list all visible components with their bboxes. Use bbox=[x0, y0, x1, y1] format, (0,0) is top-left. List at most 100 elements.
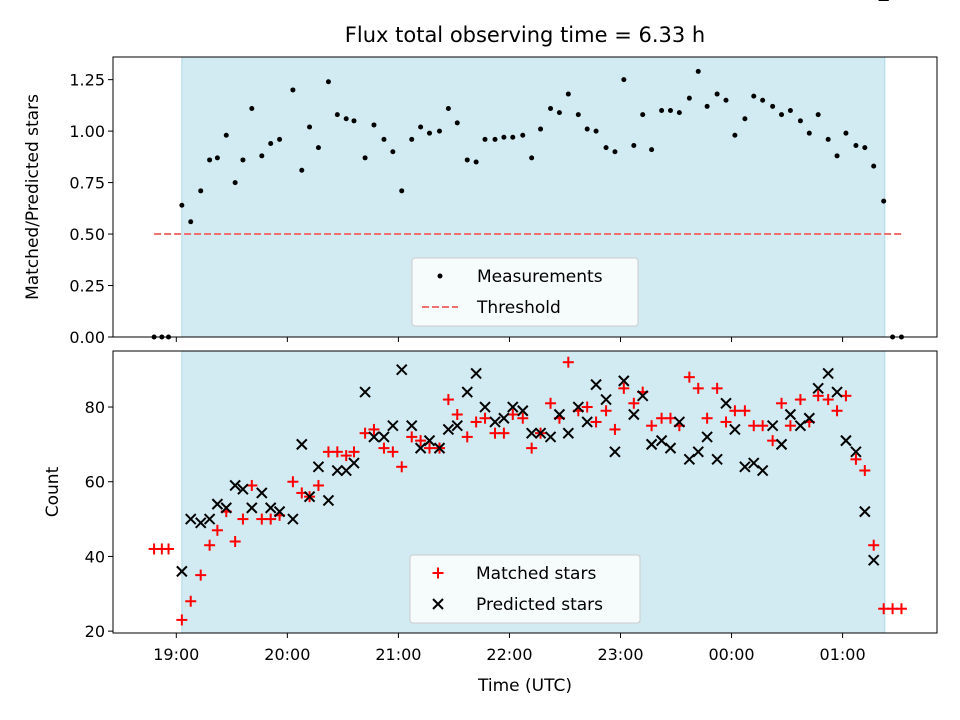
predicted-star-point bbox=[664, 442, 677, 454]
predicted-star-point bbox=[720, 397, 732, 409]
x-axis-label: Time (UTC) bbox=[477, 676, 572, 696]
measurement-point bbox=[277, 136, 283, 142]
matched-star-point bbox=[526, 442, 538, 454]
predicted-star-point bbox=[470, 367, 482, 380]
predicted-star-point bbox=[784, 408, 797, 421]
measurement-point bbox=[482, 136, 488, 142]
measurement-point bbox=[351, 118, 357, 124]
measurement-point bbox=[631, 143, 637, 149]
x-tick-label: 19:00 bbox=[153, 645, 199, 664]
measurement-point bbox=[779, 112, 785, 118]
matched-star-point bbox=[562, 356, 574, 368]
measurement-point bbox=[770, 103, 776, 109]
matched-star-point bbox=[378, 442, 390, 454]
y-tick-label: 20 bbox=[85, 622, 105, 641]
predicted-star-point bbox=[581, 416, 593, 428]
x-tick-label: 23:00 bbox=[597, 645, 643, 664]
predicted-star-point bbox=[378, 431, 390, 443]
measurement-point bbox=[538, 126, 544, 132]
matched-star-point bbox=[545, 397, 557, 409]
measurement-point bbox=[464, 157, 470, 163]
measurement-point bbox=[556, 110, 562, 116]
measurements-series bbox=[151, 68, 904, 340]
measurement-point bbox=[501, 134, 507, 140]
measurement-point bbox=[510, 134, 516, 140]
y-tick-label: 1.25 bbox=[69, 71, 105, 90]
matched-star-point bbox=[348, 446, 360, 458]
measurement-point bbox=[334, 112, 340, 118]
matched-star-point bbox=[415, 435, 427, 447]
predicted-star-point bbox=[766, 419, 779, 432]
matched-star-point bbox=[840, 390, 852, 402]
measurement-point bbox=[473, 159, 479, 165]
measurement-point bbox=[249, 105, 255, 111]
matched-star-point bbox=[720, 416, 732, 428]
predicted-star-point bbox=[590, 378, 602, 391]
measurement-point bbox=[259, 153, 265, 159]
measurement-point bbox=[881, 198, 887, 204]
measurement-point bbox=[751, 93, 757, 99]
predicted-star-point bbox=[387, 419, 399, 432]
legend-cross-glyph bbox=[432, 598, 444, 610]
predicted-star-point bbox=[359, 386, 371, 398]
ratio-panel: 0.00 0.25 0.50 0.75 1.00 1.25 Flux total obse… bbox=[23, 23, 938, 347]
y-tick-label: 0.75 bbox=[69, 174, 105, 193]
measurement-point bbox=[686, 95, 692, 101]
count-y-axis: 20 40 60 80 bbox=[85, 398, 113, 641]
predicted-star-point bbox=[273, 505, 286, 518]
predicted-star-point bbox=[368, 431, 380, 443]
matched-star-point bbox=[868, 539, 880, 551]
predicted-stars-series bbox=[176, 0, 889, 578]
matched-stars-legend-label: Matched stars bbox=[476, 564, 596, 584]
matched-star-point bbox=[211, 524, 223, 536]
measurement-point bbox=[445, 105, 451, 111]
measurement-point bbox=[584, 126, 590, 132]
predicted-star-point bbox=[507, 401, 519, 413]
matched-star-point bbox=[340, 450, 352, 462]
measurement-point bbox=[529, 155, 535, 161]
predicted-star-point bbox=[534, 427, 547, 439]
predicted-star-point bbox=[220, 502, 232, 514]
x-tick-label: 21:00 bbox=[375, 645, 421, 664]
predicted-star-point bbox=[609, 446, 621, 458]
measurements-legend-marker bbox=[437, 273, 443, 279]
matched-star-point bbox=[406, 431, 418, 443]
matched-star-point bbox=[461, 431, 473, 443]
measurement-point bbox=[409, 136, 415, 142]
measurement-point bbox=[843, 130, 849, 136]
measurement-point bbox=[399, 188, 405, 194]
measurement-point bbox=[307, 124, 313, 130]
matched-star-point bbox=[507, 408, 519, 420]
predicted-star-point bbox=[775, 438, 788, 451]
measurement-point bbox=[268, 140, 274, 146]
matched-star-point bbox=[739, 405, 751, 417]
measurement-point bbox=[621, 77, 627, 83]
measurement-point bbox=[787, 108, 793, 114]
matched-star-point bbox=[784, 420, 796, 432]
predicted-star-point bbox=[229, 479, 241, 492]
predicted-star-point bbox=[185, 513, 197, 525]
predicted-star-point bbox=[256, 487, 268, 499]
matched-star-point bbox=[287, 476, 299, 488]
matched-star-point bbox=[683, 371, 695, 383]
predicted-star-point bbox=[729, 423, 741, 436]
predicted-star-point bbox=[600, 393, 612, 406]
ratio-x-ticks bbox=[175, 337, 844, 342]
measurement-point bbox=[198, 188, 204, 194]
matched-star-point bbox=[498, 427, 510, 439]
predicted-star-point bbox=[850, 446, 862, 458]
matched-star-point bbox=[757, 420, 769, 432]
predicted-star-point bbox=[840, 434, 852, 447]
ratio-plot-frame bbox=[112, 56, 938, 338]
matched-star-point bbox=[729, 405, 741, 417]
matched-star-point bbox=[331, 446, 343, 458]
measurement-point bbox=[760, 97, 766, 103]
y-tick-label: 0.50 bbox=[69, 225, 105, 244]
matched-star-point bbox=[711, 382, 723, 394]
matched-star-point bbox=[581, 401, 593, 413]
matched-star-point bbox=[776, 397, 788, 409]
measurement-point bbox=[381, 136, 387, 142]
predicted-star-point bbox=[618, 375, 630, 387]
measurement-point bbox=[723, 97, 729, 103]
